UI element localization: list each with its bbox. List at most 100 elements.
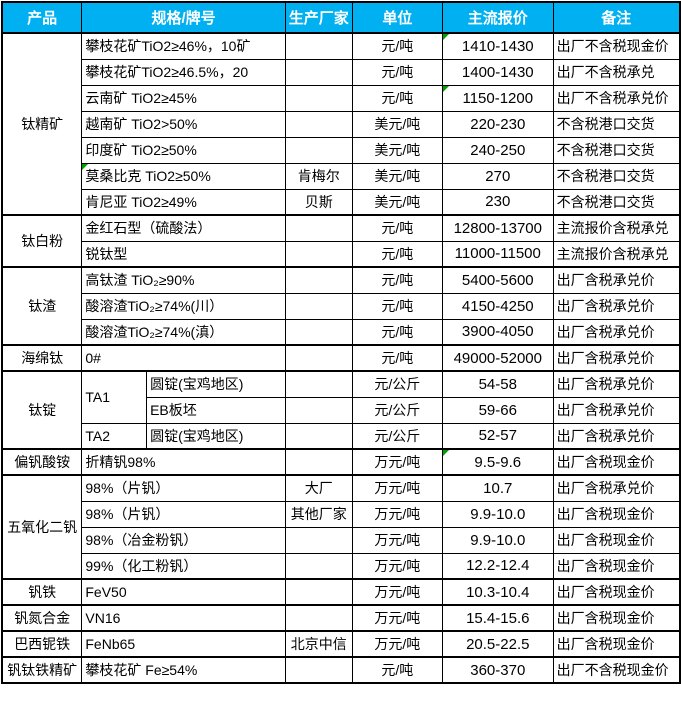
note-cell[interactable]: 出厂含税承兑价 (552, 474, 681, 502)
product-cell[interactable]: 钛渣 (1, 266, 83, 346)
maker-cell[interactable] (284, 58, 353, 86)
note-cell[interactable]: 出厂不含税承兑 (552, 58, 681, 86)
product-cell[interactable]: 钒铁 (1, 578, 83, 606)
spec-cell[interactable]: 锐钛型 (81, 240, 286, 268)
note-cell[interactable]: 不含税港口交货 (552, 162, 681, 190)
note-cell[interactable]: 出厂含税现金价 (552, 604, 681, 632)
price-cell[interactable]: 12800-13700 (441, 214, 554, 242)
spec-cell[interactable]: FeV50 (81, 578, 286, 606)
note-cell[interactable]: 出厂含税承兑价 (552, 422, 681, 450)
maker-cell[interactable] (284, 318, 353, 346)
maker-cell[interactable]: 北京中信 (284, 630, 353, 658)
note-cell[interactable]: 主流报价含税承兑 (552, 240, 681, 268)
form-cell[interactable]: 圆锭(宝鸡地区) (146, 370, 286, 398)
spec-cell[interactable]: 98%（冶金粉钒） (81, 526, 286, 554)
price-cell[interactable]: 49000-52000 (441, 344, 554, 372)
header-spec[interactable]: 规格/牌号 (81, 1, 286, 34)
note-cell[interactable]: 出厂含税承兑价 (552, 266, 681, 294)
unit-cell[interactable]: 美元/吨 (351, 188, 443, 216)
maker-cell[interactable] (284, 32, 353, 60)
unit-cell[interactable]: 万元/吨 (351, 604, 443, 632)
spec-cell[interactable]: 肯尼亚 TiO2≥49% (81, 188, 286, 216)
unit-cell[interactable]: 元/吨 (351, 656, 443, 684)
maker-cell[interactable]: 肯梅尔 (284, 162, 353, 190)
unit-cell[interactable]: 万元/吨 (351, 552, 443, 580)
spec-cell[interactable]: 攀枝花矿TiO2≥46.5%，20 (81, 58, 286, 86)
form-cell[interactable]: EB板坯 (146, 396, 286, 424)
note-cell[interactable]: 出厂含税现金价 (552, 526, 681, 554)
price-cell[interactable]: 1400-1430 (441, 58, 554, 86)
maker-cell[interactable] (284, 136, 353, 164)
maker-cell[interactable] (284, 344, 353, 372)
note-cell[interactable]: 出厂含税承兑价 (552, 396, 681, 424)
spec-cell[interactable]: 越南矿 TiO2>50% (81, 110, 286, 138)
maker-cell[interactable] (284, 448, 353, 476)
unit-cell[interactable]: 元/吨 (351, 58, 443, 86)
maker-cell[interactable] (284, 214, 353, 242)
header-price[interactable]: 主流报价 (441, 1, 554, 34)
grade-cell[interactable]: TA1 (81, 370, 148, 424)
price-cell[interactable]: 9.9-10.0 (441, 526, 554, 554)
price-cell[interactable]: 9.5-9.6 (441, 448, 554, 476)
price-cell[interactable]: 220-230 (441, 110, 554, 138)
note-cell[interactable]: 主流报价含税承兑 (552, 214, 681, 242)
note-cell[interactable]: 出厂含税承兑价 (552, 318, 681, 346)
unit-cell[interactable]: 元/吨 (351, 214, 443, 242)
unit-cell[interactable]: 元/吨 (351, 318, 443, 346)
unit-cell[interactable]: 元/吨 (351, 292, 443, 320)
note-cell[interactable]: 出厂不含税现金价 (552, 656, 681, 684)
maker-cell[interactable] (284, 266, 353, 294)
product-cell[interactable]: 偏钒酸铵 (1, 448, 83, 476)
maker-cell[interactable] (284, 370, 353, 398)
spec-cell[interactable]: 攀枝花矿TiO2≥46%，10矿 (81, 32, 286, 60)
price-cell[interactable]: 10.7 (441, 474, 554, 502)
spec-cell[interactable]: FeNb65 (81, 630, 286, 658)
maker-cell[interactable]: 贝斯 (284, 188, 353, 216)
maker-cell[interactable] (284, 526, 353, 554)
spec-cell[interactable]: 印度矿 TiO2≥50% (81, 136, 286, 164)
unit-cell[interactable]: 美元/吨 (351, 110, 443, 138)
product-cell[interactable]: 海绵钛 (1, 344, 83, 372)
spec-cell[interactable]: 98%（片钒） (81, 474, 286, 502)
header-manufacturer[interactable]: 生产厂家 (284, 1, 353, 34)
note-cell[interactable]: 出厂不含税现金价 (552, 32, 681, 60)
unit-cell[interactable]: 元/公斤 (351, 396, 443, 424)
spec-cell[interactable]: 酸溶渣TiO₂≥74%(滇） (81, 318, 286, 346)
note-cell[interactable]: 出厂含税现金价 (552, 500, 681, 528)
price-cell[interactable]: 59-66 (441, 396, 554, 424)
header-unit[interactable]: 单位 (351, 1, 443, 34)
spec-cell[interactable]: 高钛渣 TiO₂≥90% (81, 266, 286, 294)
maker-cell[interactable] (284, 578, 353, 606)
spec-cell[interactable]: VN16 (81, 604, 286, 632)
price-cell[interactable]: 11000-11500 (441, 240, 554, 268)
price-cell[interactable]: 230 (441, 188, 554, 216)
unit-cell[interactable]: 元/公斤 (351, 422, 443, 450)
grade-cell[interactable]: TA2 (81, 422, 148, 450)
product-cell[interactable]: 巴西铌铁 (1, 630, 83, 658)
price-cell[interactable]: 15.4-15.6 (441, 604, 554, 632)
maker-cell[interactable] (284, 656, 353, 684)
maker-cell[interactable] (284, 604, 353, 632)
form-cell[interactable]: 圆锭(宝鸡地区) (146, 422, 286, 450)
note-cell[interactable]: 不含税港口交货 (552, 110, 681, 138)
unit-cell[interactable]: 万元/吨 (351, 526, 443, 554)
product-cell[interactable]: 钛锭 (1, 370, 83, 450)
price-cell[interactable]: 54-58 (441, 370, 554, 398)
spec-cell[interactable]: 金红石型（硫酸法） (81, 214, 286, 242)
product-cell[interactable]: 钒氮合金 (1, 604, 83, 632)
price-cell[interactable]: 9.9-10.0 (441, 500, 554, 528)
unit-cell[interactable]: 美元/吨 (351, 162, 443, 190)
price-cell[interactable]: 360-370 (441, 656, 554, 684)
price-cell[interactable]: 20.5-22.5 (441, 630, 554, 658)
spec-cell[interactable]: 酸溶渣TiO₂≥74%(川） (81, 292, 286, 320)
price-cell[interactable]: 5400-5600 (441, 266, 554, 294)
maker-cell[interactable] (284, 396, 353, 424)
maker-cell[interactable] (284, 292, 353, 320)
price-cell[interactable]: 4150-4250 (441, 292, 554, 320)
price-cell[interactable]: 3900-4050 (441, 318, 554, 346)
note-cell[interactable]: 出厂含税现金价 (552, 552, 681, 580)
note-cell[interactable]: 出厂含税承兑价 (552, 292, 681, 320)
spec-cell[interactable]: 攀枝花矿 Fe≥54% (81, 656, 286, 684)
unit-cell[interactable]: 万元/吨 (351, 630, 443, 658)
product-cell[interactable]: 五氧化二钒 (1, 474, 83, 580)
